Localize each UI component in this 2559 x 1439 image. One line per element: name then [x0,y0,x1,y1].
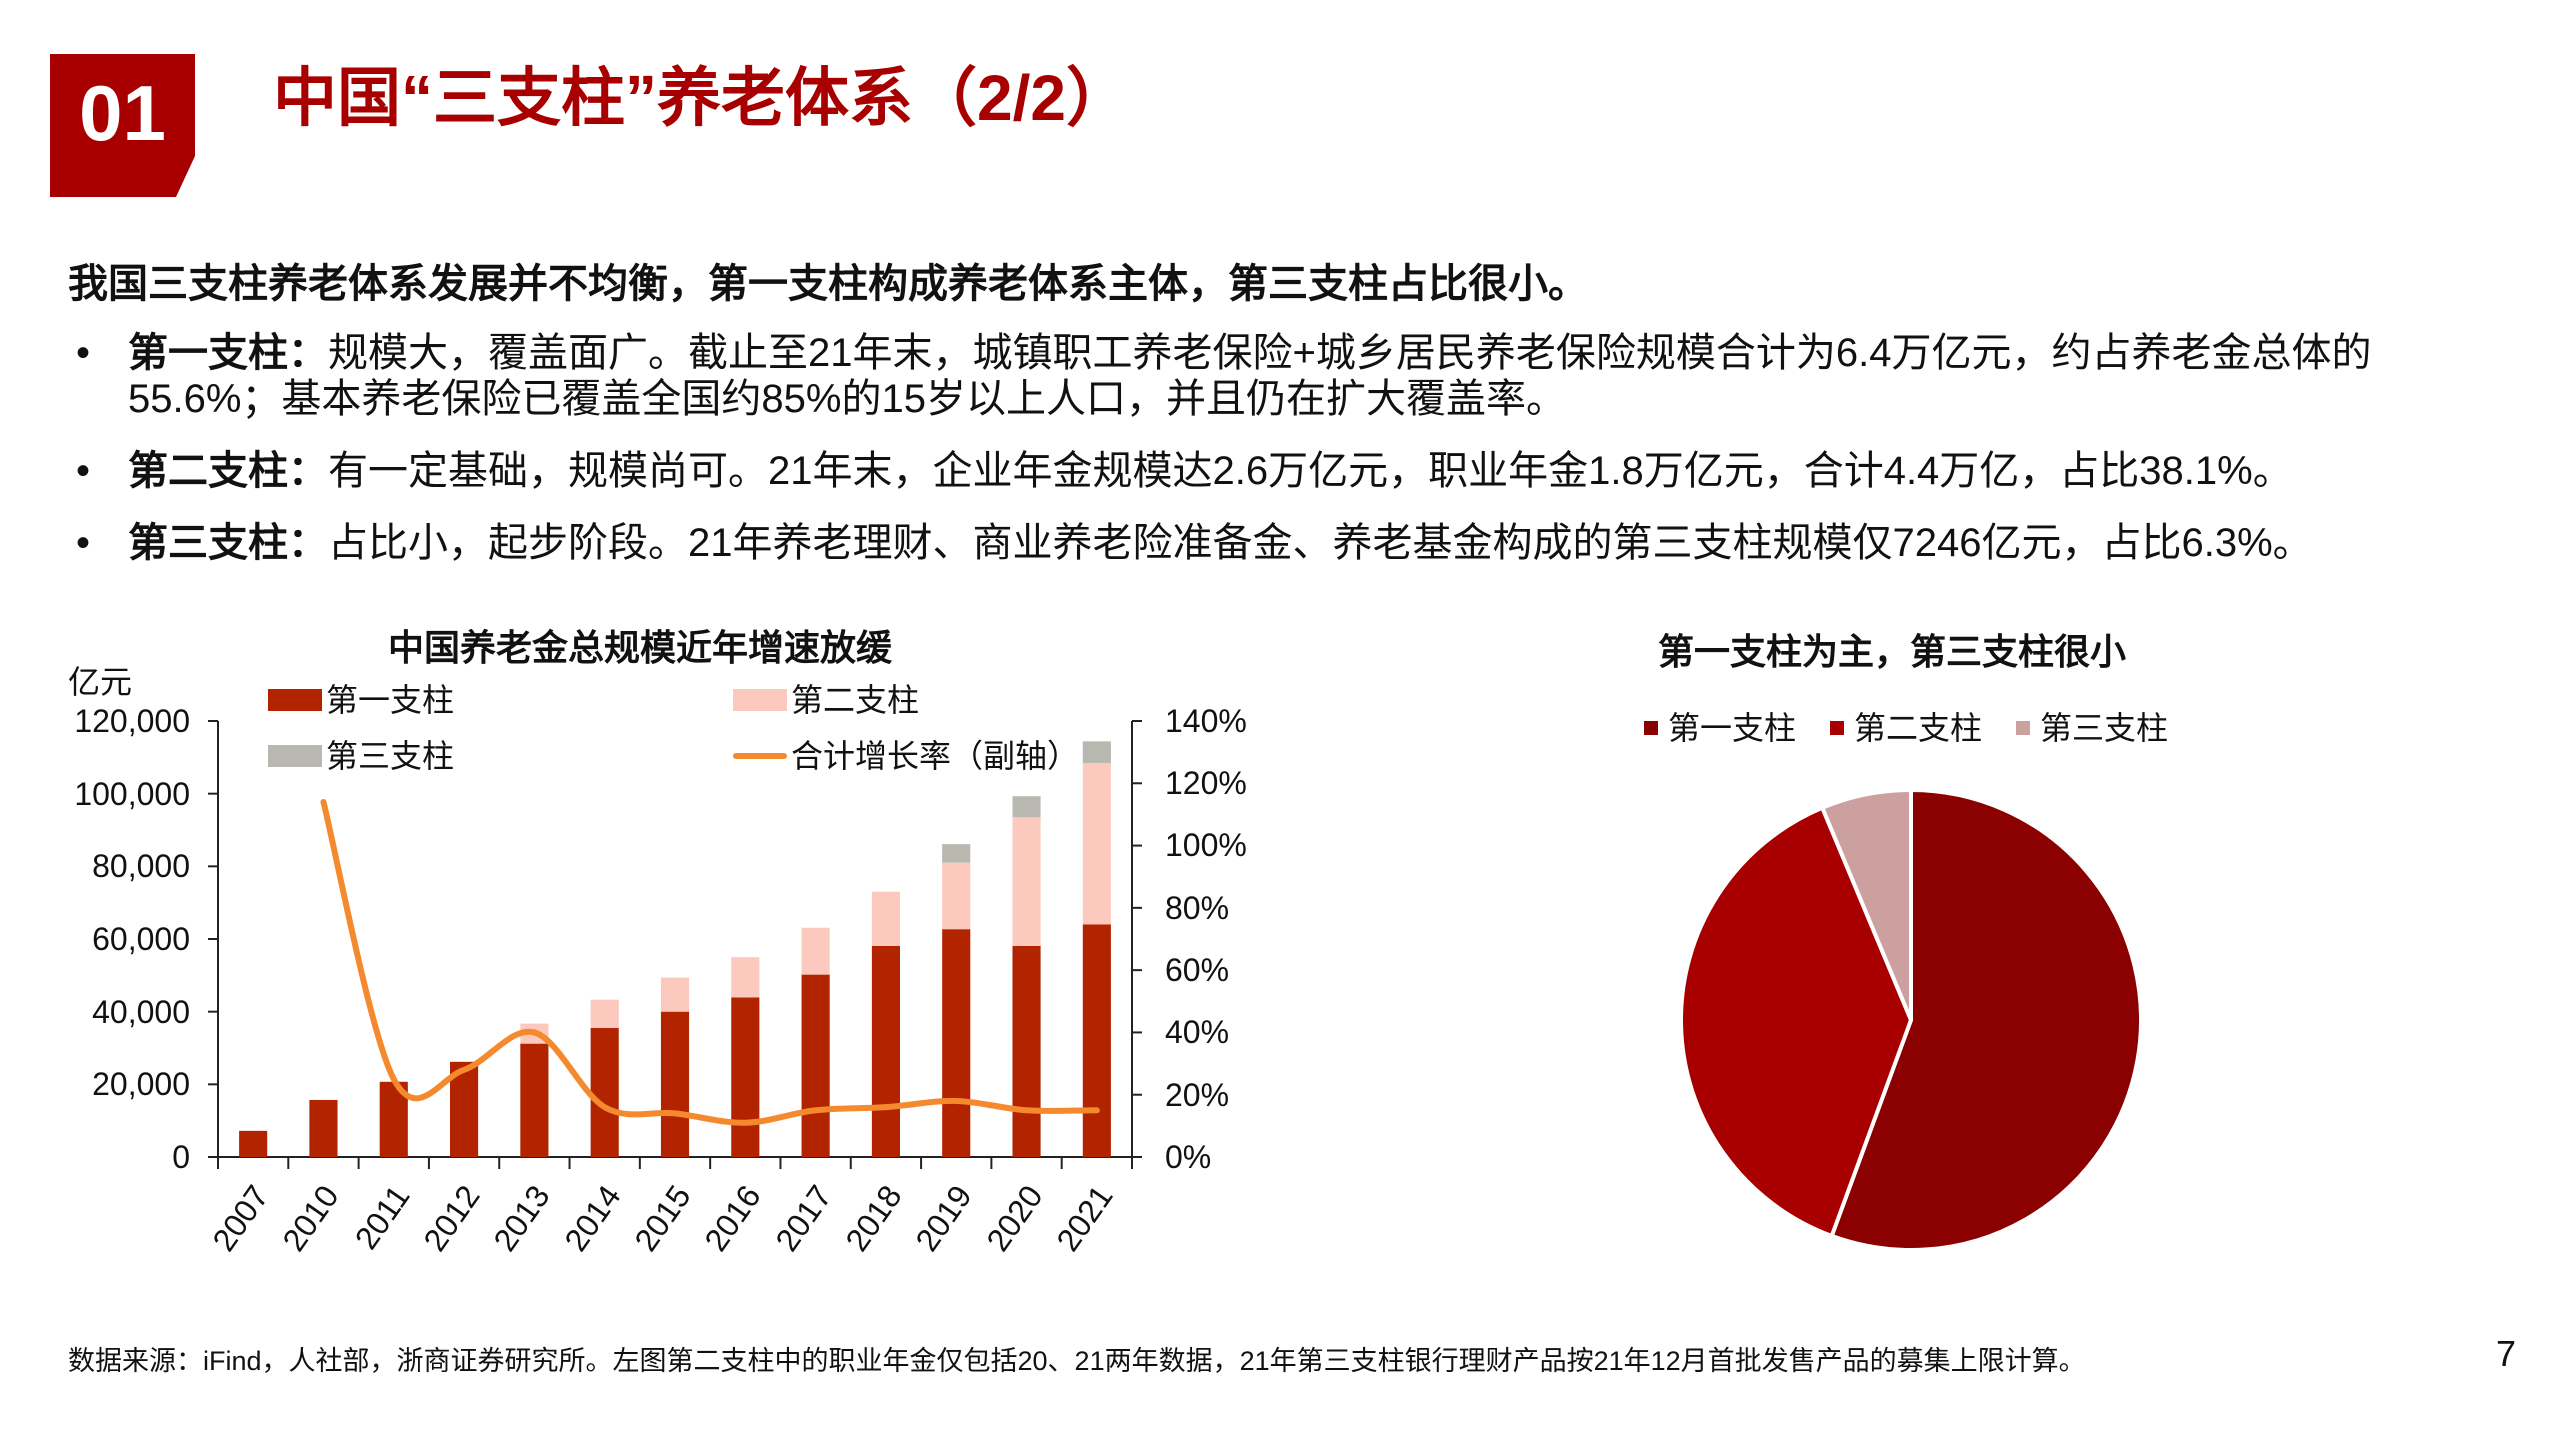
bar-segment [1082,741,1111,764]
legend-swatch [1830,721,1845,735]
legend-swatch [1644,721,1658,735]
bar-segment [731,957,760,998]
bullet-dot-icon: • [75,331,90,375]
bar-segment [1082,763,1111,925]
bullet-text: 有一定基础，规模尚可。21年末，企业年金规模达2.6万亿元，职业年金1.8万亿元… [328,449,2293,493]
summary-heading: 我国三支柱养老体系发展并不均衡，第一支柱构成养老体系主体，第三支柱占比很小。 [68,262,1588,306]
y-tick: 100,000 [74,776,190,812]
bar-segment [520,1043,549,1157]
section-badge: 01 [50,54,195,197]
legend-swatch-pillar1 [268,689,322,711]
bullet-lead: 第三支柱： [128,521,328,565]
y-tick: 120,000 [74,703,190,739]
bar-segment [1012,817,1041,946]
legend-pillar3: 第三支柱 [268,736,454,776]
bar-segment [660,1011,690,1157]
pie-slice [1819,787,1913,1021]
bullet-item: • 第三支柱：占比小，起步阶段。21年养老理财、商业养老险准备金、养老基金构成的… [68,520,2508,566]
pie-slice [1679,805,1914,1239]
legend-growth: 合计增长率（副轴） [733,736,1079,776]
legend-pillar2: 第二支柱 [733,680,919,720]
pie-legend: 第一支柱 第二支柱 第三支柱 [1644,708,2168,748]
y-tick: 60,000 [92,921,190,957]
source-note: 数据来源：iFind，人社部，浙商证券研究所。左图第二支柱中的职业年金仅包括20… [68,1346,2086,1376]
bar-segment [590,999,619,1029]
bar-segment [309,1099,338,1157]
bullet-list: • 第一支柱：规模大，覆盖面广。截止至21年末，城镇职工养老保险+城乡居民养老保… [68,330,2508,592]
bullet-item: • 第二支柱：有一定基础，规模尚可。21年末，企业年金规模达2.6万亿元，职业年… [68,448,2508,494]
bar-segment [660,977,690,1012]
y-axis-unit: 亿元 [68,664,133,700]
bar-segment [942,844,971,863]
bar-segment [942,929,971,1157]
legend-pillar1: 第一支柱 [268,680,454,720]
bullet-item: • 第一支柱：规模大，覆盖面广。截止至21年末，城镇职工养老保险+城乡居民养老保… [68,330,2508,422]
page-number: 7 [2496,1333,2517,1374]
y2-tick: 0% [1165,1139,1212,1175]
bar-segment [942,862,971,930]
legend-label: 第一支柱 [326,682,455,718]
y2-tick: 60% [1165,952,1230,988]
bullet-lead: 第一支柱： [128,331,328,375]
bullet-dot-icon: • [75,521,90,565]
y2-tick: 140% [1165,703,1247,739]
y2-tick: 120% [1165,765,1247,801]
pie-legend-item: 第三支柱 [2016,708,2168,748]
y2-tick: 100% [1165,827,1247,863]
bar-segment [801,927,830,975]
bar-segment [590,1028,619,1157]
bar-segment [871,945,900,1157]
badge-shape [50,54,195,197]
pie-legend-item: 第二支柱 [1830,708,1982,748]
legend-swatch-growth [733,753,787,759]
bar-chart-title: 中国养老金总规模近年增速放缓 [388,627,893,668]
bar-segment [239,1130,268,1157]
legend-swatch-pillar3 [268,745,322,767]
y2-tick: 40% [1165,1014,1230,1050]
y-tick: 40,000 [92,994,190,1030]
bar-segment [731,997,760,1157]
section-number: 01 [79,69,166,157]
legend-label: 第一支柱 [1668,710,1797,746]
y-tick: 0 [172,1139,190,1175]
growth-line [320,798,1100,1126]
y-tick: 80,000 [92,848,190,884]
bar-segment [871,891,900,946]
bullet-text: 占比小，起步阶段。21年养老理财、商业养老险准备金、养老基金构成的第三支柱规模仅… [328,521,2313,565]
legend-label: 第二支柱 [1854,710,1983,746]
pie-chart [1679,787,2143,1252]
pie-slice [1829,787,2143,1252]
bullet-text: 规模大，覆盖面广。截止至21年末，城镇职工养老保险+城乡居民养老保险规模合计为6… [128,331,2372,421]
bar-segment [1012,945,1041,1157]
bar-segment [1082,924,1111,1157]
pie-chart-title: 第一支柱为主，第三支柱很小 [1658,631,2127,672]
legend-label: 合计增长率（副轴） [791,738,1080,774]
y2-tick: 20% [1165,1077,1230,1113]
bullet-dot-icon: • [75,449,90,493]
y-tick: 20,000 [92,1066,190,1102]
legend-label: 第三支柱 [326,738,455,774]
bullet-lead: 第二支柱： [128,449,328,493]
y2-tick: 80% [1165,890,1230,926]
legend-label: 第三支柱 [2040,710,2169,746]
legend-swatch-pillar2 [733,689,787,711]
bar-segment [1012,796,1041,818]
legend-label: 第二支柱 [791,682,920,718]
pie-legend-item: 第一支柱 [1644,708,1796,748]
legend-swatch [2016,721,2031,735]
bar-segment [801,974,830,1157]
page-title: 中国“三支柱”养老体系（2/2） [273,62,1130,134]
